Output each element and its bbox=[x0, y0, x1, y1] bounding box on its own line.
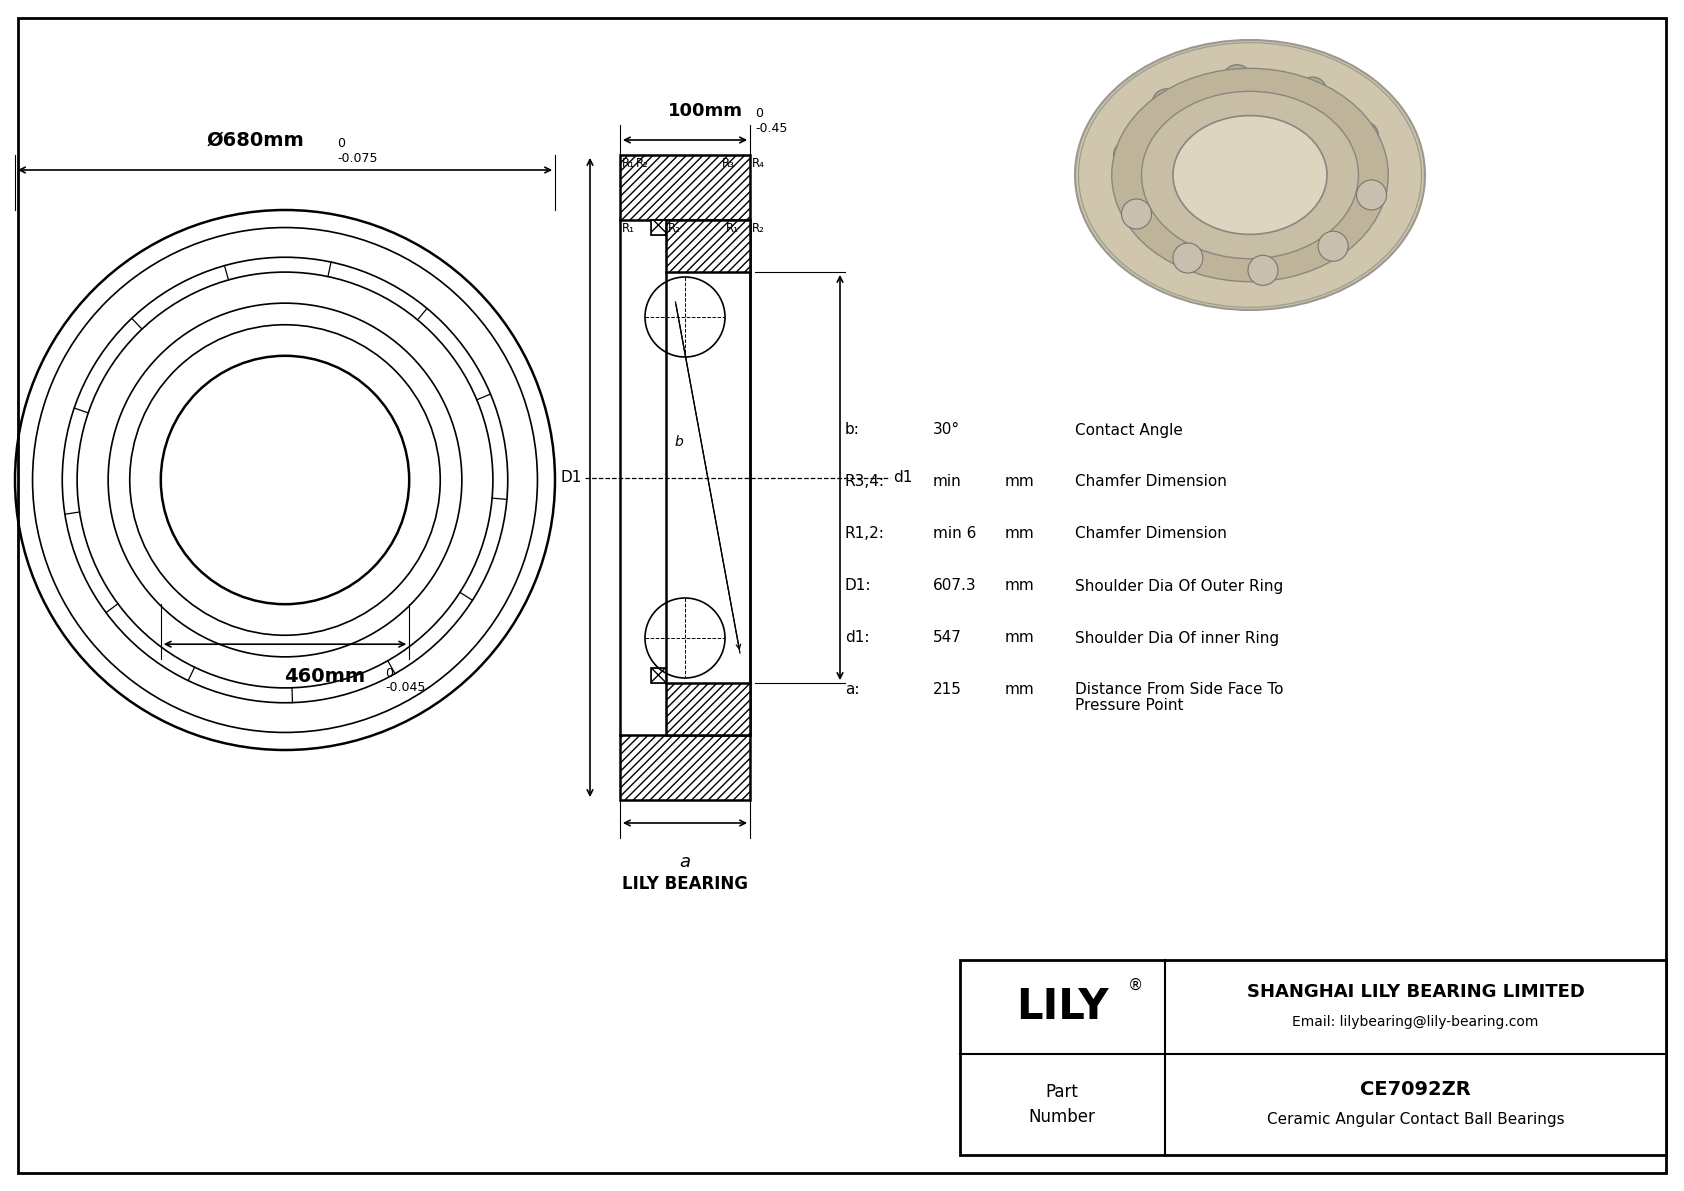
Text: Part
Number: Part Number bbox=[1029, 1083, 1095, 1125]
Text: min 6: min 6 bbox=[933, 526, 977, 542]
Text: -0.45: -0.45 bbox=[754, 121, 788, 135]
Text: mm: mm bbox=[1005, 526, 1034, 542]
Text: mm: mm bbox=[1005, 630, 1034, 646]
Bar bbox=[620, 735, 749, 800]
Bar bbox=[620, 155, 749, 220]
Text: 547: 547 bbox=[933, 630, 962, 646]
Ellipse shape bbox=[1174, 116, 1327, 235]
Text: R₁: R₁ bbox=[621, 222, 635, 235]
Circle shape bbox=[1113, 141, 1143, 170]
Text: 0: 0 bbox=[337, 137, 345, 150]
Text: LILY: LILY bbox=[1015, 986, 1108, 1028]
Text: mm: mm bbox=[1005, 579, 1034, 593]
Text: Ceramic Angular Contact Ball Bearings: Ceramic Angular Contact Ball Bearings bbox=[1266, 1112, 1564, 1127]
Bar bbox=[650, 220, 665, 235]
Text: R₂: R₂ bbox=[753, 222, 765, 235]
Text: mm: mm bbox=[1005, 682, 1034, 698]
Bar bbox=[665, 220, 749, 272]
Circle shape bbox=[1357, 180, 1386, 210]
Text: 460mm: 460mm bbox=[285, 667, 365, 686]
Text: Chamfer Dimension: Chamfer Dimension bbox=[1074, 526, 1228, 542]
Text: 100mm: 100mm bbox=[667, 102, 743, 120]
Ellipse shape bbox=[1074, 40, 1425, 310]
Text: a: a bbox=[680, 853, 690, 871]
Text: d1: d1 bbox=[893, 470, 913, 485]
Text: R1,2:: R1,2: bbox=[845, 526, 884, 542]
Text: R₃: R₃ bbox=[722, 157, 734, 170]
Text: -0.075: -0.075 bbox=[337, 152, 377, 166]
Text: Shoulder Dia Of Outer Ring: Shoulder Dia Of Outer Ring bbox=[1074, 579, 1283, 593]
Text: R₂: R₂ bbox=[637, 157, 648, 170]
Text: 0: 0 bbox=[754, 107, 763, 120]
Bar bbox=[665, 220, 749, 272]
Circle shape bbox=[1297, 77, 1327, 107]
Text: -0.045: -0.045 bbox=[386, 681, 426, 694]
Bar bbox=[650, 220, 665, 235]
Circle shape bbox=[1319, 231, 1349, 261]
Bar bbox=[650, 668, 665, 682]
Ellipse shape bbox=[1142, 92, 1359, 258]
Text: R₄: R₄ bbox=[753, 157, 765, 170]
Text: d1:: d1: bbox=[845, 630, 869, 646]
Text: SHANGHAI LILY BEARING LIMITED: SHANGHAI LILY BEARING LIMITED bbox=[1246, 983, 1585, 1000]
Text: mm: mm bbox=[1005, 474, 1034, 490]
Circle shape bbox=[1152, 89, 1182, 119]
Text: R3,4:: R3,4: bbox=[845, 474, 886, 490]
Text: Contact Angle: Contact Angle bbox=[1074, 423, 1182, 437]
Text: D1:: D1: bbox=[845, 579, 872, 593]
Bar bbox=[960, 960, 1665, 1155]
Bar bbox=[665, 682, 749, 735]
Circle shape bbox=[1172, 243, 1202, 273]
Text: 607.3: 607.3 bbox=[933, 579, 977, 593]
Text: Chamfer Dimension: Chamfer Dimension bbox=[1074, 474, 1228, 490]
Text: min: min bbox=[933, 474, 962, 490]
Circle shape bbox=[1349, 121, 1379, 151]
Text: 30°: 30° bbox=[933, 423, 960, 437]
Circle shape bbox=[1248, 255, 1278, 286]
Circle shape bbox=[1223, 64, 1251, 94]
Text: CE7092ZR: CE7092ZR bbox=[1361, 1080, 1470, 1099]
Text: R₁: R₁ bbox=[621, 157, 635, 170]
Text: 215: 215 bbox=[933, 682, 962, 698]
Text: R₂: R₂ bbox=[667, 222, 680, 235]
Bar bbox=[620, 155, 749, 220]
Bar bbox=[650, 668, 665, 682]
Text: ®: ® bbox=[1128, 978, 1143, 992]
Text: Pressure Point: Pressure Point bbox=[1074, 698, 1184, 713]
Text: 0: 0 bbox=[386, 667, 392, 680]
Text: Ø680mm: Ø680mm bbox=[205, 131, 303, 150]
Text: R₁: R₁ bbox=[726, 222, 739, 235]
Ellipse shape bbox=[1111, 68, 1388, 281]
Text: a:: a: bbox=[845, 682, 859, 698]
Circle shape bbox=[1122, 199, 1152, 229]
Text: Shoulder Dia Of inner Ring: Shoulder Dia Of inner Ring bbox=[1074, 630, 1280, 646]
Bar bbox=[620, 735, 749, 800]
Bar bbox=[665, 682, 749, 735]
Text: LILY BEARING: LILY BEARING bbox=[621, 875, 748, 893]
Text: b:: b: bbox=[845, 423, 861, 437]
Text: D1: D1 bbox=[561, 470, 583, 485]
Text: Email: lilybearing@lily-bearing.com: Email: lilybearing@lily-bearing.com bbox=[1292, 1015, 1539, 1029]
Text: Distance From Side Face To: Distance From Side Face To bbox=[1074, 682, 1283, 698]
Ellipse shape bbox=[1078, 43, 1421, 307]
Text: b: b bbox=[675, 436, 684, 449]
